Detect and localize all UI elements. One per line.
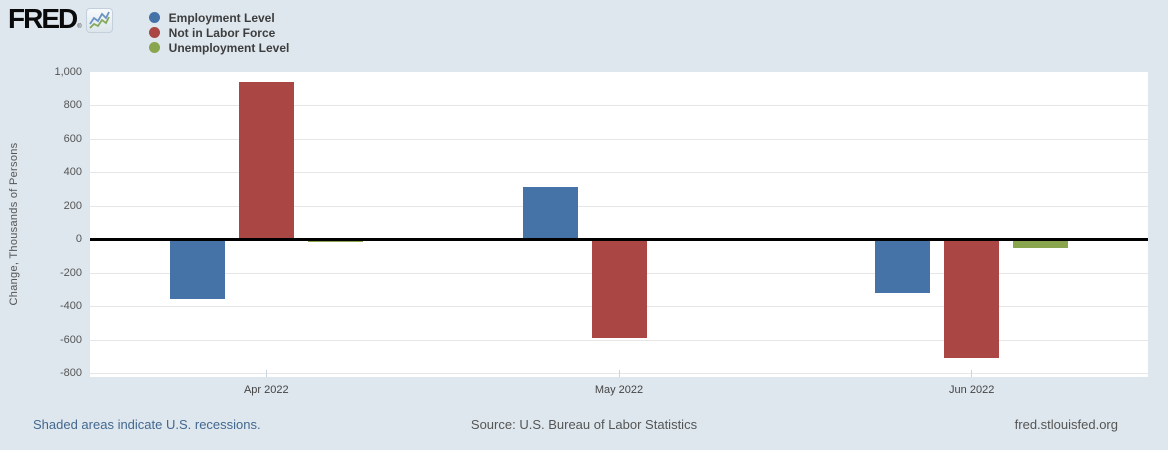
y-tick-label: -800 bbox=[59, 367, 82, 379]
y-tick-label: 1,000 bbox=[54, 66, 82, 78]
chart-footer: Shaded areas indicate U.S. recessions. S… bbox=[0, 417, 1168, 435]
bar-employment-level-apr-2022[interactable] bbox=[169, 239, 225, 300]
y-tick-label: 200 bbox=[63, 199, 82, 212]
chart-header: FRED ® Employment Level Not in Labor Forc… bbox=[8, 3, 290, 55]
source-text: Source: U.S. Bureau of Labor Statistics bbox=[470, 417, 698, 432]
y-tick-label: -400 bbox=[59, 300, 82, 313]
x-tick-label-jun-2022: Jun 2022 bbox=[949, 384, 995, 396]
y-tick-label: -600 bbox=[59, 333, 82, 346]
x-tick-label-apr-2022: Apr 2022 bbox=[243, 384, 289, 396]
bar-not-in-labor-force-may-2022[interactable] bbox=[591, 239, 647, 338]
x-axis: Apr 2022 May 2022 Jun 2022 bbox=[90, 377, 1148, 397]
plot-area bbox=[90, 72, 1148, 377]
y-tick-label: 0 bbox=[75, 233, 82, 246]
y-axis: 1,000 800 600 400 200 0 -200 -400 -600 -800 bbox=[0, 66, 82, 379]
registered-mark: ® bbox=[77, 24, 82, 30]
recession-note-link[interactable]: Shaded areas indicate U.S. recessions. bbox=[33, 417, 261, 432]
fred-url-link[interactable]: fred.stlouisfed.org bbox=[1014, 417, 1118, 432]
bar-not-in-labor-force-apr-2022[interactable] bbox=[238, 82, 294, 240]
legend-item-not-in-labor-force[interactable]: Not in Labor Force bbox=[148, 25, 290, 40]
x-tick bbox=[618, 370, 620, 377]
y-tick-label: 600 bbox=[63, 132, 82, 145]
gridline bbox=[90, 172, 1148, 174]
legend-dot-icon bbox=[148, 42, 160, 53]
legend-dot-icon bbox=[148, 27, 160, 38]
legend-label: Not in Labor Force bbox=[168, 25, 276, 40]
bar-employment-level-may-2022[interactable] bbox=[522, 187, 578, 240]
legend-item-employment-level[interactable]: Employment Level bbox=[148, 10, 290, 25]
zero-axis-line bbox=[90, 237, 1148, 241]
fred-graph-icon bbox=[85, 8, 113, 33]
y-tick-label: 400 bbox=[63, 166, 82, 179]
bar-unemployment-level-apr-2022[interactable] bbox=[307, 239, 363, 243]
gridline bbox=[90, 339, 1148, 341]
legend: Employment Level Not in Labor Force Unempl… bbox=[148, 10, 290, 55]
legend-item-unemployment-level[interactable]: Unemployment Level bbox=[148, 40, 290, 55]
bar-not-in-labor-force-jun-2022[interactable] bbox=[944, 239, 1000, 358]
legend-label: Unemployment Level bbox=[168, 40, 290, 55]
legend-label: Employment Level bbox=[168, 10, 275, 25]
fred-logo[interactable]: FRED ® bbox=[8, 3, 82, 34]
y-tick-label: 800 bbox=[63, 99, 82, 112]
x-tick-label-may-2022: May 2022 bbox=[594, 384, 644, 396]
fred-logo-text: FRED bbox=[8, 3, 78, 34]
gridline bbox=[90, 205, 1148, 207]
bar-employment-level-jun-2022[interactable] bbox=[875, 239, 931, 293]
y-tick-label: -200 bbox=[59, 266, 82, 279]
gridline bbox=[90, 138, 1148, 140]
x-tick bbox=[265, 370, 267, 377]
legend-dot-icon bbox=[148, 12, 160, 23]
gridline bbox=[90, 105, 1148, 107]
x-tick bbox=[971, 370, 973, 377]
bar-unemployment-level-jun-2022[interactable] bbox=[1013, 239, 1069, 248]
